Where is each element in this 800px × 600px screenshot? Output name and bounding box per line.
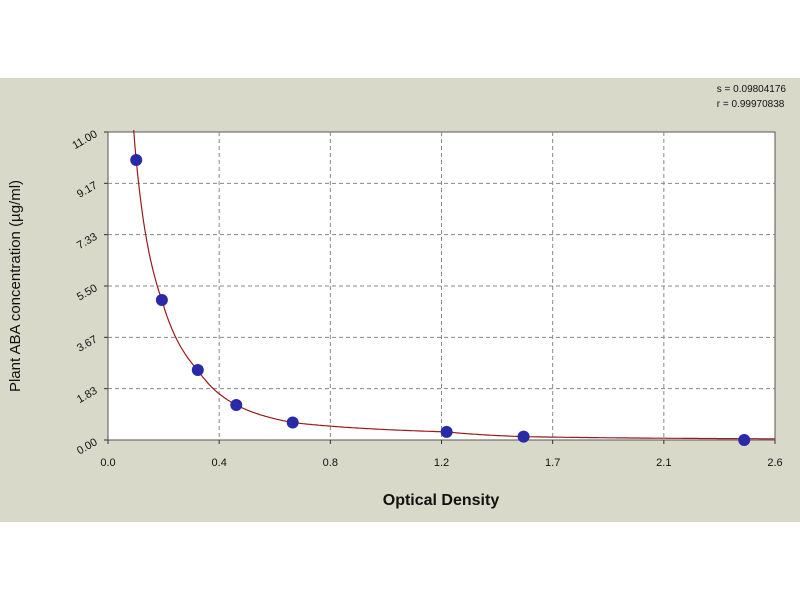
x-tick-label: 1.7	[545, 457, 560, 469]
y-tick-label: 11.00	[70, 128, 99, 152]
x-axis-label: Optical Density	[383, 492, 500, 509]
x-tick-label: 0.8	[323, 457, 338, 469]
y-tick-label: 5.50	[75, 282, 100, 303]
data-point	[517, 430, 530, 443]
x-tick-label: 0.4	[212, 457, 227, 469]
data-point	[230, 399, 243, 411]
y-tick-label: 7.33	[75, 231, 100, 252]
y-tick-label: 9.17	[75, 180, 100, 201]
x-tick-label: 2.6	[767, 457, 782, 469]
y-tick-label: 0.00	[75, 436, 100, 457]
data-point	[130, 154, 143, 166]
x-tick-label: 2.1	[656, 457, 671, 469]
y-tick-label: 3.67	[75, 334, 100, 355]
grid-lines	[108, 132, 775, 440]
fit-r-value: r = 0.99970838	[716, 99, 785, 110]
y-axis-ticks: 0.00 1.83 3.67 5.50 7.33 9.17 11.00	[70, 128, 108, 457]
fit-s-value: s = 0.09804176	[716, 84, 786, 95]
data-point	[286, 416, 299, 429]
y-tick-label: 1.83	[75, 385, 100, 406]
data-point	[191, 364, 204, 376]
data-point	[738, 434, 751, 446]
data-point	[440, 425, 453, 438]
x-axis-ticks: 0.0 0.4 0.8 1.2 1.7 2.1 2.6	[100, 440, 783, 469]
data-points	[130, 154, 751, 446]
fit-statistics: s = 0.09804176 r = 0.99970838	[717, 82, 786, 112]
y-axis-label: Plant ABA concentration (µg/ml)	[7, 180, 24, 392]
data-point	[155, 294, 168, 306]
x-tick-label: 1.2	[434, 457, 449, 469]
x-tick-label: 0.0	[100, 457, 115, 469]
